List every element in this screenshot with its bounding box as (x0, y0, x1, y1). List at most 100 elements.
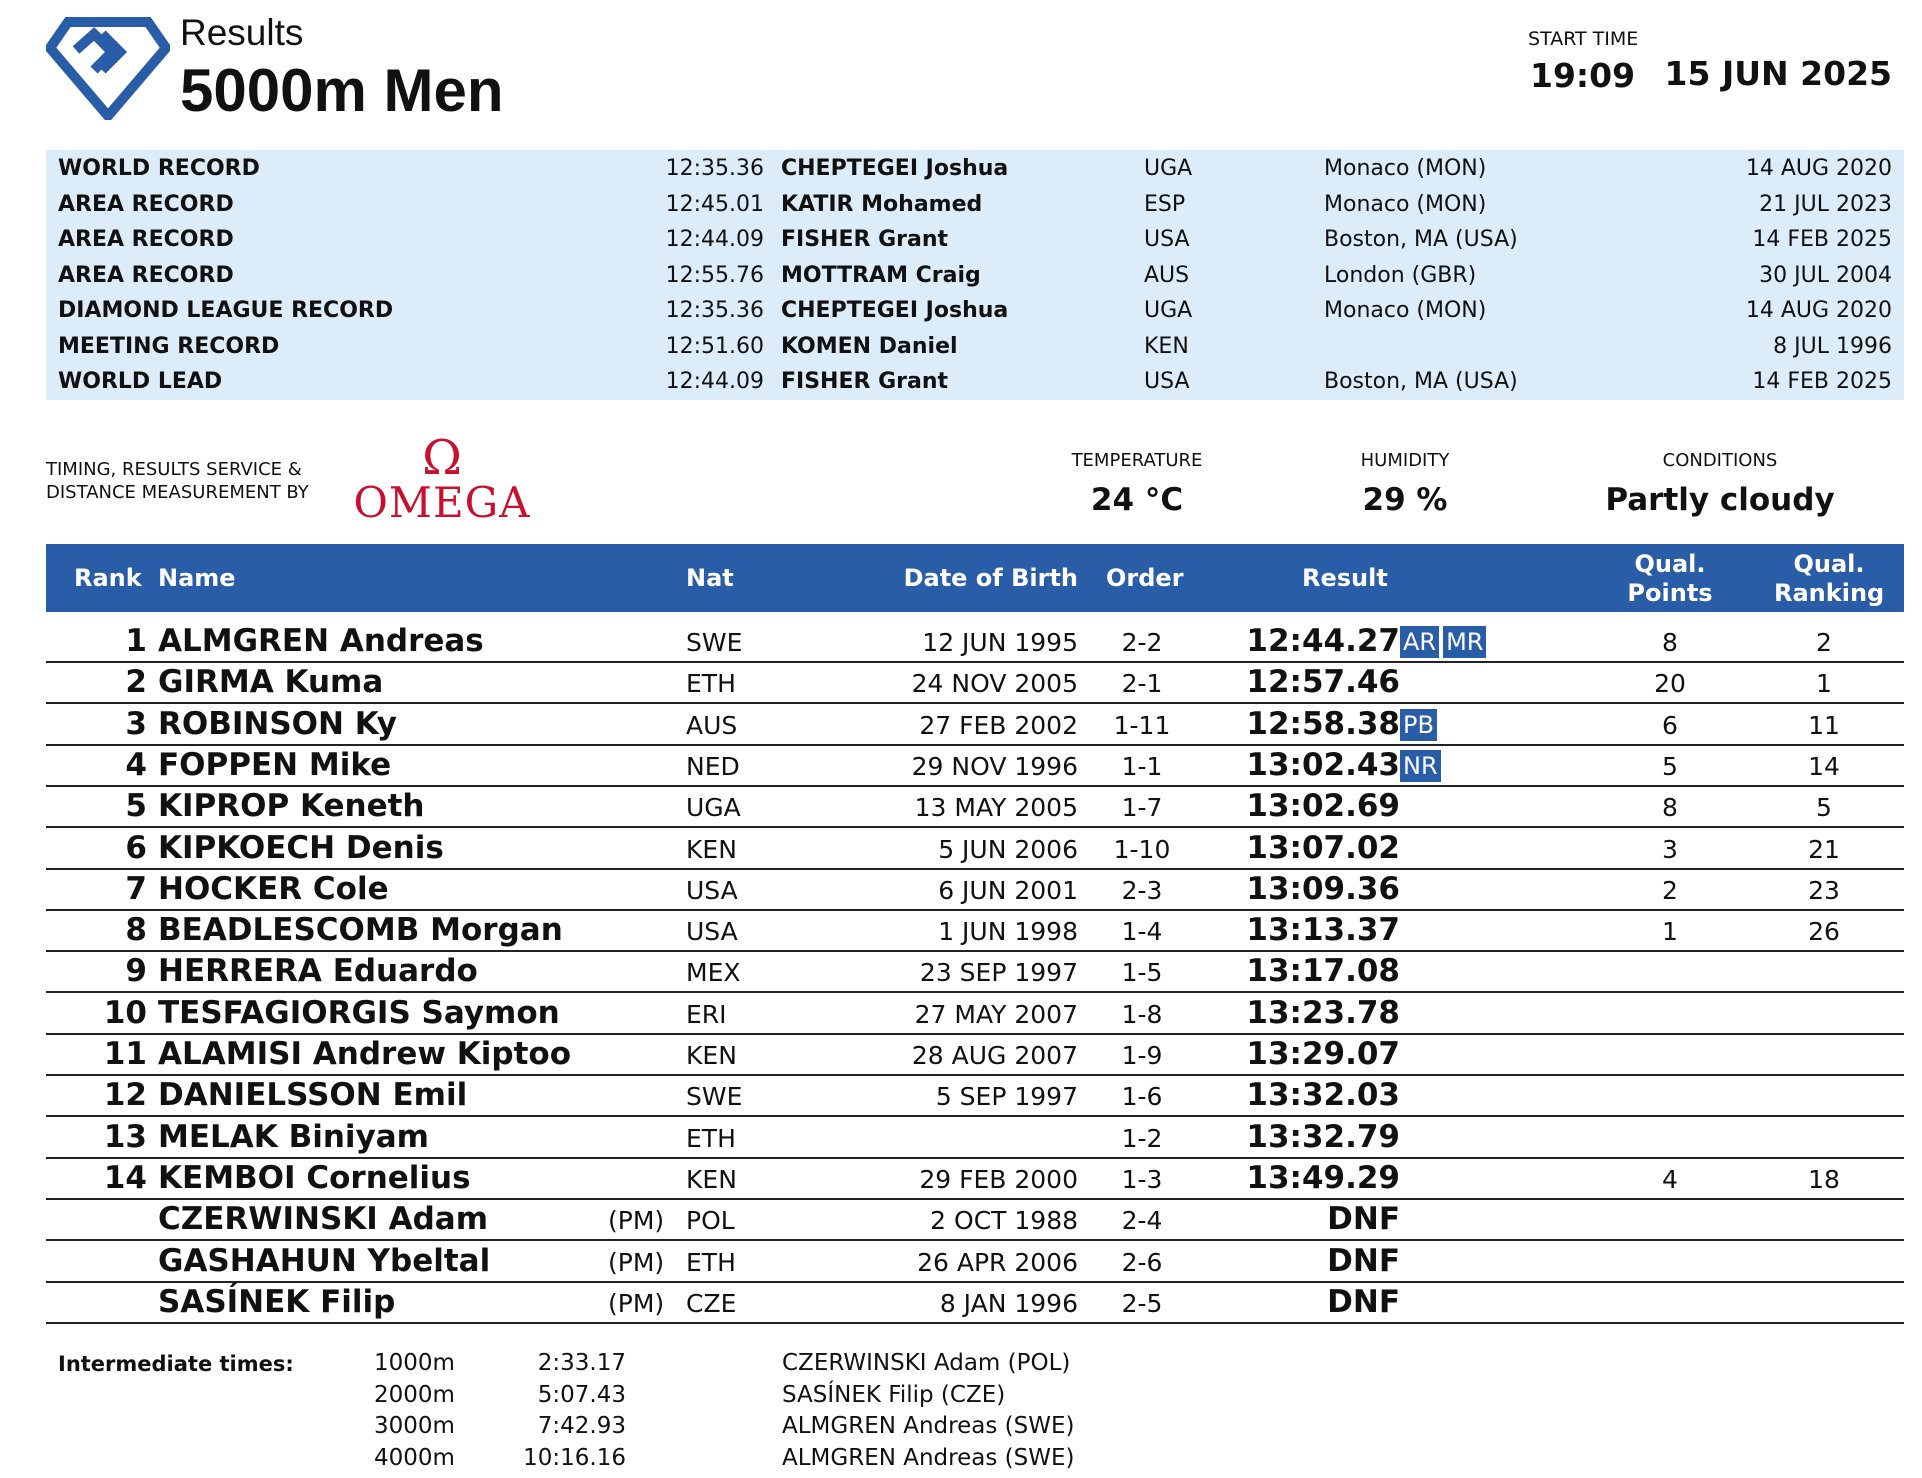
nat-cell: ERI (686, 999, 727, 1029)
dob-cell: 27 MAY 2007 (914, 999, 1078, 1029)
nat-cell: KEN (686, 1164, 737, 1194)
record-name: DIAMOND LEAGUE RECORD (58, 298, 394, 323)
athlete-name-cell: DANIELSSON Emil (158, 1077, 468, 1114)
record-row: AREA RECORD 12:44.09 FISHER Grant USA Boston… (46, 222, 1904, 257)
table-row: 10 TESFAGIORGIS Saymon ERI 27 MAY 2007 1-8 13… (46, 992, 1904, 1035)
result-cell: 13:02.69 (1246, 788, 1400, 825)
dob-cell: 5 SEP 1997 (935, 1082, 1078, 1112)
nat-cell: AUS (686, 710, 738, 740)
qual-points-cell: 20 (1654, 669, 1686, 699)
timing-label-line1: TIMING, RESULTS SERVICE & (46, 459, 302, 480)
order-cell: 2-5 (1121, 1288, 1163, 1318)
record-row: DIAMOND LEAGUE RECORD 12:35.36 CHEPTEGEI J… (46, 293, 1904, 328)
nat-cell: CZE (686, 1288, 737, 1318)
nat-cell: MEX (686, 958, 741, 988)
table-row: GASHAHUN Ybeltal (PM) ETH 26 APR 2006 2-6 DNF (46, 1240, 1904, 1283)
record-date: 14 FEB 2025 (1752, 369, 1892, 394)
record-date: 14 AUG 2020 (1745, 156, 1892, 181)
dob-cell: 6 JUN 2001 (938, 875, 1078, 905)
table-row: SASÍNEK Filip (PM) CZE 8 JAN 1996 2-5 DNF (46, 1281, 1904, 1324)
athlete-name-cell: KEMBOI Cornelius (158, 1159, 471, 1196)
nat-cell: ETH (686, 1247, 736, 1277)
athlete-name-cell: MELAK Biniyam (158, 1118, 429, 1155)
split-distance: 3000m (374, 1413, 455, 1439)
table-row: 9 HERRERA Eduardo MEX 23 SEP 1997 1-5 13:17.0… (46, 950, 1904, 994)
omega-wordmark: OMEGA (353, 478, 531, 527)
diamond-league-logo-icon (46, 17, 170, 120)
record-time: 12:35.36 (665, 156, 764, 181)
athlete-name-cell: ROBINSON Ky (158, 705, 397, 742)
pacemaker-cell: (PM) (608, 1206, 665, 1236)
record-nat: UGA (1144, 156, 1193, 181)
nat-cell: ETH (686, 1123, 736, 1153)
conditions-value: Partly cloudy (1605, 482, 1835, 518)
record-badge: AR (1400, 626, 1440, 658)
nat-cell: SWE (686, 1082, 743, 1112)
header-dob: Date of Birth (903, 564, 1078, 592)
dob-cell: 13 MAY 2005 (914, 793, 1078, 823)
record-badge: MR (1443, 626, 1487, 658)
table-row: 13 MELAK Biniyam ETH 1-2 13:32.79 (46, 1116, 1904, 1159)
qual-points-cell: 4 (1662, 1164, 1678, 1194)
table-row: 1 ALMGREN Andreas SWE 12 JUN 1995 2-2 12:44.2… (46, 620, 1904, 663)
qual-points-cell: 6 (1662, 710, 1678, 740)
record-row: AREA RECORD 12:45.01 KATIR Mohamed ESP Monac… (46, 187, 1904, 222)
nat-cell: NED (686, 751, 740, 781)
order-cell: 2-3 (1121, 875, 1163, 905)
athlete-name-cell: FOPPEN Mike (158, 746, 392, 783)
dob-cell: 29 FEB 2000 (919, 1164, 1078, 1194)
order-cell: 2-2 (1121, 628, 1163, 657)
temperature-value: 24 °C (1090, 482, 1184, 518)
record-nat: USA (1144, 227, 1190, 252)
qual-ranking-cell: 18 (1808, 1164, 1840, 1194)
record-nat: KEN (1144, 333, 1189, 359)
qual-ranking-cell: 1 (1816, 669, 1832, 699)
qual-ranking-cell: 2 (1816, 628, 1832, 657)
dob-cell: 1 JUN 1998 (938, 917, 1078, 947)
rank-cell: 11 (103, 1036, 147, 1072)
record-badges: AR MR (1400, 626, 1490, 658)
header-qual-points: Qual. Points (1620, 550, 1720, 608)
results-label: Results (180, 12, 304, 53)
rank-cell: 6 (125, 829, 147, 866)
order-cell: 1-1 (1121, 751, 1163, 781)
record-name: AREA RECORD (58, 227, 234, 252)
rank-cell: 2 (125, 664, 147, 701)
record-athlete: KOMEN Daniel (781, 333, 958, 359)
nat-cell: POL (686, 1206, 735, 1236)
record-time: 12:44.09 (665, 369, 764, 394)
header-order: Order (1106, 564, 1184, 592)
timing-label: TIMING, RESULTS SERVICE & DISTANCE MEASU… (46, 458, 309, 504)
qual-points-cell: 3 (1662, 834, 1678, 864)
result-cell: 13:32.03 (1246, 1077, 1400, 1114)
nat-cell: UGA (686, 793, 741, 823)
pacemaker-cell: (PM) (608, 1247, 665, 1277)
order-cell: 2-6 (1121, 1247, 1163, 1277)
table-row: CZERWINSKI Adam (PM) POL 2 OCT 1988 2-4 DNF (46, 1198, 1904, 1242)
dob-cell: 26 APR 2006 (917, 1247, 1078, 1277)
table-row: 7 HOCKER Cole USA 6 JUN 2001 2-3 13:09.36 2 23 (46, 868, 1904, 911)
qual-points-cell: 1 (1662, 917, 1678, 947)
rank-cell: 10 (103, 994, 147, 1031)
record-date: 14 FEB 2025 (1752, 227, 1892, 252)
rank-cell: 3 (125, 705, 147, 742)
athlete-name-cell: GIRMA Kuma (158, 664, 384, 701)
omega-logo: Ω OMEGA (352, 434, 532, 527)
record-time: 12:51.60 (665, 333, 764, 359)
qual-points-cell: 8 (1662, 628, 1678, 657)
athlete-name-cell: ALMGREN Andreas (158, 623, 484, 659)
split-time: 7:42.93 (537, 1413, 626, 1439)
rank-cell: 7 (125, 870, 147, 907)
result-cell: 13:49.29 (1246, 1159, 1400, 1196)
order-cell: 1-11 (1113, 710, 1171, 740)
conditions-label: CONDITIONS (1662, 450, 1778, 471)
rank-cell: 1 (125, 623, 147, 659)
record-name: WORLD RECORD (58, 156, 260, 181)
page-title: 5000m Men (180, 57, 504, 124)
split-leader: CZERWINSKI Adam (POL) (782, 1350, 1071, 1376)
rank-cell: 4 (125, 746, 147, 783)
order-cell: 1-5 (1121, 958, 1163, 988)
rank-cell: 12 (103, 1077, 147, 1114)
humidity-value: 29 % (1362, 482, 1448, 518)
table-row: 4 FOPPEN Mike NED 29 NOV 1996 1-1 13:02.43 5 14… (46, 744, 1904, 787)
